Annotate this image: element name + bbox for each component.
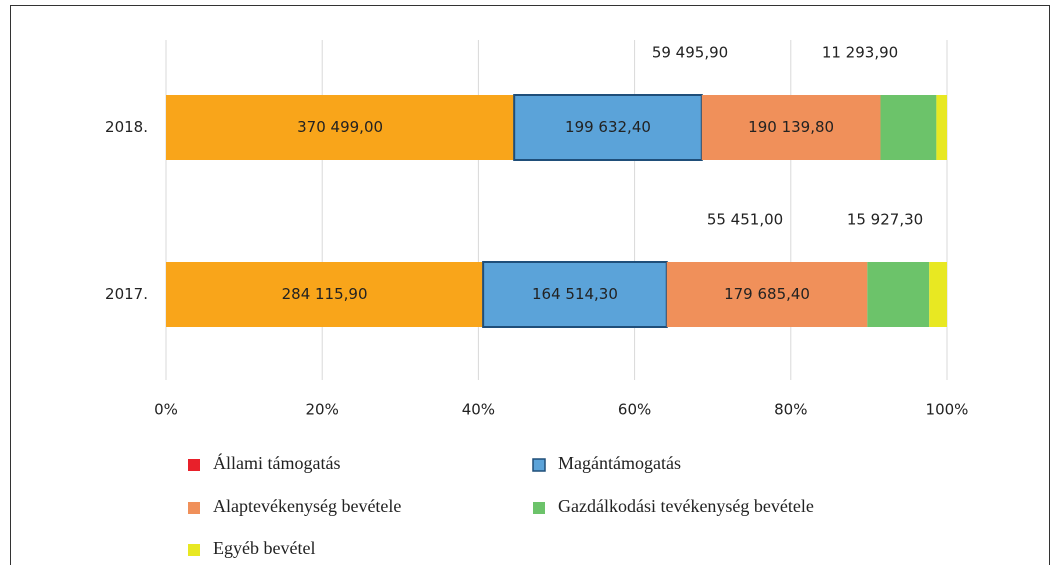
bar-segment	[936, 95, 947, 160]
legend-marker	[532, 458, 546, 472]
data-label: 199 632,40	[565, 118, 651, 136]
bar-segment	[666, 262, 868, 327]
bar-segment	[867, 262, 930, 327]
y-tick-label: 2018.	[105, 118, 148, 136]
bar-segment	[166, 95, 515, 160]
data-label: 179 685,40	[724, 285, 810, 303]
x-tick-label: 0%	[154, 401, 178, 419]
legend-marker	[188, 544, 200, 556]
data-label: 164 514,30	[532, 285, 618, 303]
x-tick-label: 40%	[462, 401, 495, 419]
bar-segment	[701, 95, 881, 160]
bar-segment	[166, 262, 484, 327]
x-tick-label: 60%	[618, 401, 651, 419]
x-tick-label: 100%	[926, 401, 969, 419]
data-label: 11 293,90	[822, 44, 898, 62]
bar-segment	[929, 262, 947, 327]
data-label: 284 115,90	[282, 285, 368, 303]
legend-label: Magántámogatás	[558, 453, 681, 473]
bar-segment	[880, 95, 937, 160]
data-label: 55 451,00	[707, 211, 783, 229]
legend-marker	[188, 459, 200, 471]
bar-segment	[482, 261, 668, 328]
y-tick-label: 2017.	[105, 285, 148, 303]
frame	[10, 5, 1050, 565]
x-tick-label: 20%	[306, 401, 339, 419]
x-tick-label: 80%	[774, 401, 807, 419]
data-label: 370 499,00	[297, 118, 383, 136]
legend-marker	[188, 502, 200, 514]
legend-marker	[533, 502, 545, 514]
legend-label: Gazdálkodási tevékenység bevétele	[558, 496, 814, 516]
data-label: 190 139,80	[748, 118, 834, 136]
legend-label: Állami támogatás	[213, 452, 340, 473]
legend-label: Egyéb bevétel	[213, 538, 315, 558]
legend-label: Alaptevékenység bevétele	[213, 496, 401, 516]
data-label: 59 495,90	[652, 44, 728, 62]
data-label: 15 927,30	[847, 211, 923, 229]
